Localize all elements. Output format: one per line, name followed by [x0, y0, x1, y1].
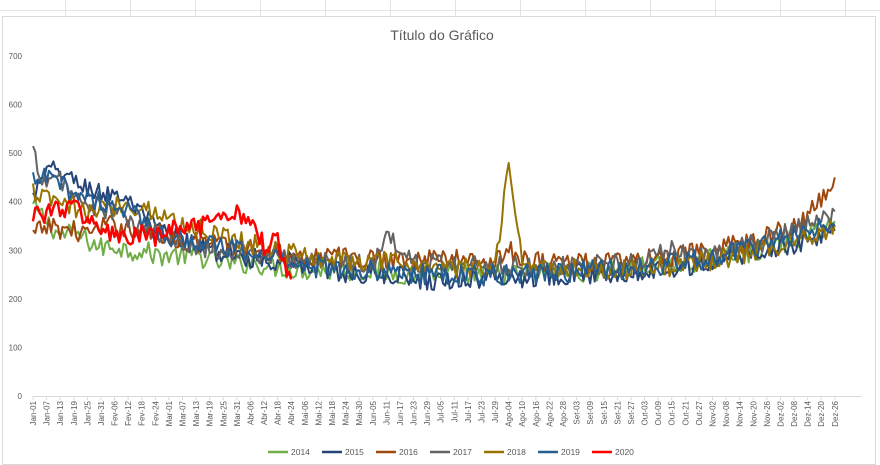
x-tick-label: Out-09 [654, 400, 663, 425]
x-tick-label: Jul-23 [477, 400, 486, 422]
y-tick-label: 300 [9, 246, 23, 255]
x-tick-label: Jul-05 [437, 400, 446, 422]
legend-label-2016: 2016 [399, 447, 418, 457]
x-tick-label: Dez-26 [831, 400, 840, 426]
x-tick-label: Mai-06 [301, 400, 310, 425]
x-tick-label: Ago-22 [545, 400, 554, 426]
y-tick-label: 0 [18, 392, 23, 401]
x-tick-label: Ago-28 [559, 400, 568, 426]
x-tick-label: Dez-14 [804, 400, 813, 426]
x-tick-label: Mar-19 [206, 400, 215, 426]
y-tick-label: 600 [9, 101, 23, 110]
x-tick-label: Mai-30 [355, 400, 364, 425]
x-tick-label: Mar-25 [219, 400, 228, 426]
x-tick-label: Mai-12 [314, 400, 323, 425]
x-tick-label: Ago-10 [518, 400, 527, 426]
x-tick-label: Dez-08 [790, 400, 799, 426]
chart-area[interactable] [2, 16, 876, 465]
x-tick-label: Jul-29 [491, 400, 500, 422]
series-line-2019 [32, 167, 836, 287]
x-tick-label: Mar-13 [192, 400, 201, 426]
x-tick-label: Set-15 [600, 400, 609, 424]
x-tick-label: Out-15 [668, 400, 677, 425]
series-line-2018 [32, 161, 836, 280]
legend-label-2014: 2014 [291, 447, 310, 457]
x-tick-label: Ago-16 [532, 400, 541, 426]
series-line-2015 [32, 160, 836, 291]
y-tick-label: 500 [9, 149, 23, 158]
y-axis: 0 100 200 300 400 500 600 700 [9, 52, 23, 401]
x-tick-label: Mai-18 [328, 400, 337, 425]
x-tick-label: Jul-11 [450, 400, 459, 422]
x-tick-label: Fev-06 [111, 400, 120, 425]
x-tick-label: Abr-18 [274, 400, 283, 425]
x-tick-label: Nov-26 [763, 400, 772, 426]
x-tick-label: Fev-24 [151, 400, 160, 425]
x-tick-label: Set-09 [586, 400, 595, 424]
series-line-2020 [31, 199, 293, 280]
y-tick-label: 200 [9, 295, 23, 304]
series-layer [31, 145, 836, 291]
legend: 2014 2015 2016 2017 2018 2019 2020 [268, 447, 634, 457]
x-tick-label: Jun-05 [369, 400, 378, 425]
x-tick-label: Abr-12 [260, 400, 269, 425]
x-tick-label: Jun-11 [382, 400, 391, 424]
x-tick-label: Nov-20 [749, 400, 758, 426]
x-tick-label: Out-03 [641, 400, 650, 425]
x-tick-label: Jun-17 [396, 400, 405, 425]
x-tick-label: Mar-01 [165, 400, 174, 426]
x-tick-label: Jan-13 [56, 400, 65, 425]
x-tick-label: Jan-19 [70, 400, 79, 425]
x-tick-label: Jan-07 [43, 400, 52, 425]
x-tick-label: Out-21 [681, 400, 690, 425]
x-tick-label: Jan-31 [97, 400, 106, 425]
x-tick-label: Fev-18 [138, 400, 147, 425]
x-tick-label: Out-27 [695, 400, 704, 425]
y-tick-label: 700 [9, 52, 23, 61]
legend-label-2018: 2018 [507, 447, 526, 457]
y-tick-label: 100 [9, 343, 23, 352]
x-axis: Jan-01 Jan-07 Jan-13 Jan-19 Jan-25 Jan-31 Fev-… [29, 396, 862, 427]
legend-label-2020: 2020 [615, 447, 634, 457]
x-tick-label: Dez-02 [776, 400, 785, 426]
chart-title: Título do Gráfico [390, 27, 494, 43]
x-tick-label: Nov-08 [722, 400, 731, 426]
x-tick-label: Jan-01 [29, 400, 38, 425]
x-tick-label: Abr-24 [287, 400, 296, 425]
x-tick-label: Dez-20 [817, 400, 826, 426]
x-tick-label: Mar-07 [178, 400, 187, 426]
x-tick-label: Nov-14 [736, 400, 745, 426]
x-tick-label: Abr-06 [246, 400, 255, 425]
x-tick-label: Jun-29 [423, 400, 432, 425]
x-tick-label: Ago-04 [505, 400, 514, 426]
legend-label-2019: 2019 [561, 447, 580, 457]
x-tick-label: Jan-25 [83, 400, 92, 425]
x-tick-label: Fev-12 [124, 400, 133, 425]
x-tick-label: Jun-23 [410, 400, 419, 425]
x-tick-label: Mar-31 [233, 400, 242, 426]
legend-label-2017: 2017 [453, 447, 472, 457]
x-tick-label: Set-27 [627, 400, 636, 424]
y-tick-label: 400 [9, 198, 23, 207]
x-tick-label: Mai-24 [342, 400, 351, 425]
x-tick-label: Set-03 [573, 400, 582, 424]
x-tick-label: Set-21 [613, 400, 622, 424]
x-tick-label: Jul-17 [464, 400, 473, 422]
legend-label-2015: 2015 [345, 447, 364, 457]
x-tick-label: Nov-02 [709, 400, 718, 426]
